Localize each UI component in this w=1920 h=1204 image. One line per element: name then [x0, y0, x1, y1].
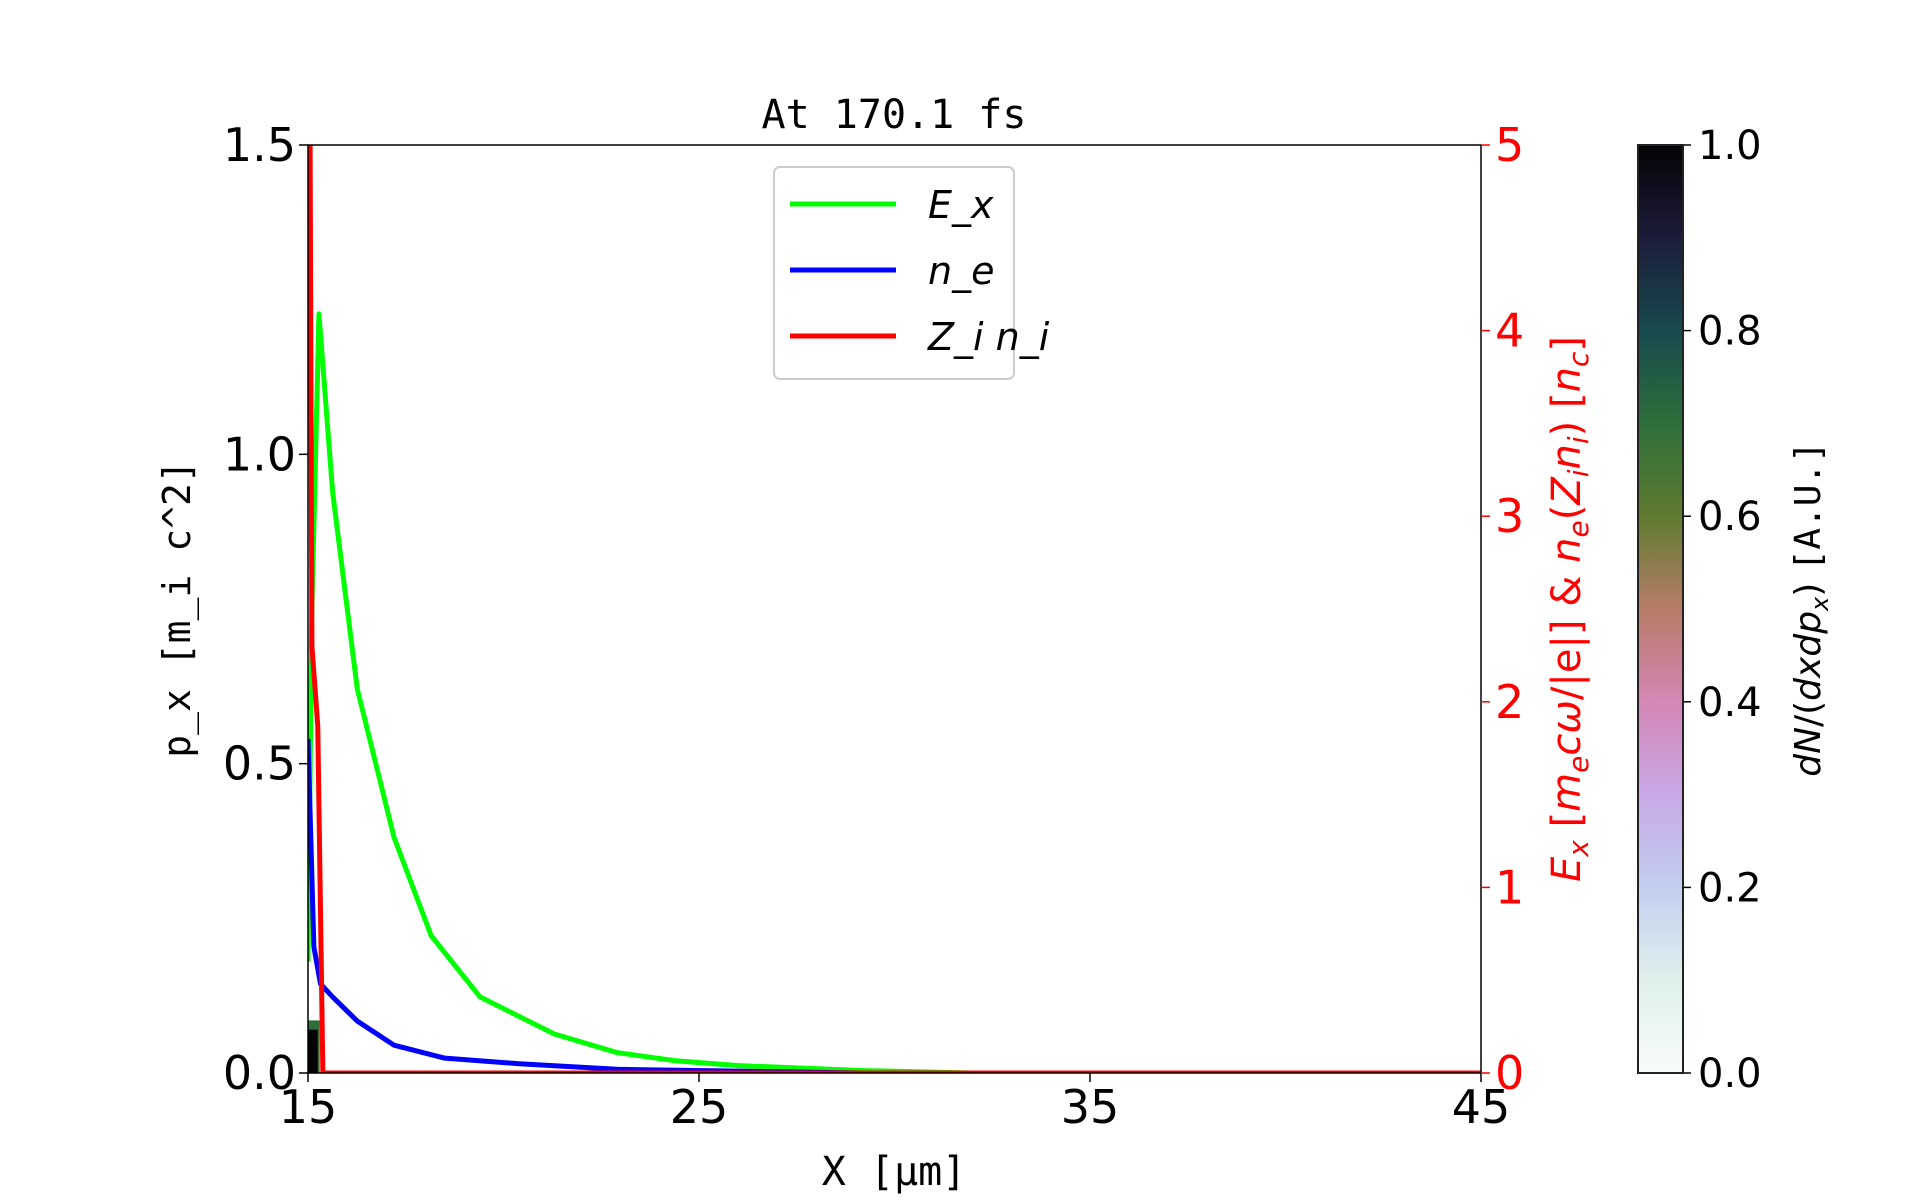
legend-label-2: Z_i n_i: [927, 315, 1050, 359]
legend: E_x n_e Z_i n_i: [773, 166, 1050, 380]
colorbar-tick-label: 0.2: [1698, 865, 1762, 911]
colorbar-tick-label: 1.0: [1698, 123, 1762, 169]
colorbar-tick-label: 0.6: [1698, 494, 1762, 540]
x-tick-label: 35: [1061, 1080, 1120, 1134]
right-y-tick-label: 5: [1495, 118, 1524, 172]
x-axis-label: X [μm]: [822, 1149, 967, 1195]
series-line-1: [308, 738, 1481, 1073]
x-tick-label: 45: [1452, 1080, 1511, 1134]
colorbar-tick-label: 0.4: [1698, 680, 1762, 726]
left-y-tick-label: 0.5: [223, 737, 296, 791]
series-line-0: [308, 311, 1481, 1073]
chart-title: At 170.1 fs: [762, 92, 1027, 138]
colorbar: [1637, 144, 1684, 1074]
x-tick-label: 25: [670, 1080, 729, 1134]
left-y-tick-label: 0.0: [223, 1046, 296, 1100]
left-y-tick-label: 1.5: [223, 118, 296, 172]
plot-frame: [307, 144, 1482, 1074]
legend-label-1: n_e: [928, 249, 994, 293]
right-y-tick-label: 3: [1495, 489, 1524, 543]
right-y-tick-label: 4: [1495, 304, 1524, 358]
series-line-2: [308, 145, 1481, 1073]
left-axis-label: p_x [m_i c^2]: [155, 460, 200, 757]
colorbar-tick-label: 0.0: [1698, 1051, 1762, 1097]
right-y-tick-label: 0: [1495, 1046, 1524, 1100]
histogram-cell: [308, 1029, 318, 1073]
legend-label-0: E_x: [928, 183, 994, 227]
right-y-tick-label: 2: [1495, 675, 1524, 729]
right-y-tick-label: 1: [1495, 860, 1524, 914]
colorbar-tick-label: 0.8: [1698, 309, 1762, 355]
left-y-tick-label: 1.0: [223, 427, 296, 481]
colorbar-label: dN/(dxdpx) [A.U.]: [1788, 441, 1834, 777]
right-axis-label: Ex [mecω/|e|] & ne(Zini) [nc]: [1544, 336, 1595, 882]
x-tick-label: 15: [279, 1080, 338, 1134]
